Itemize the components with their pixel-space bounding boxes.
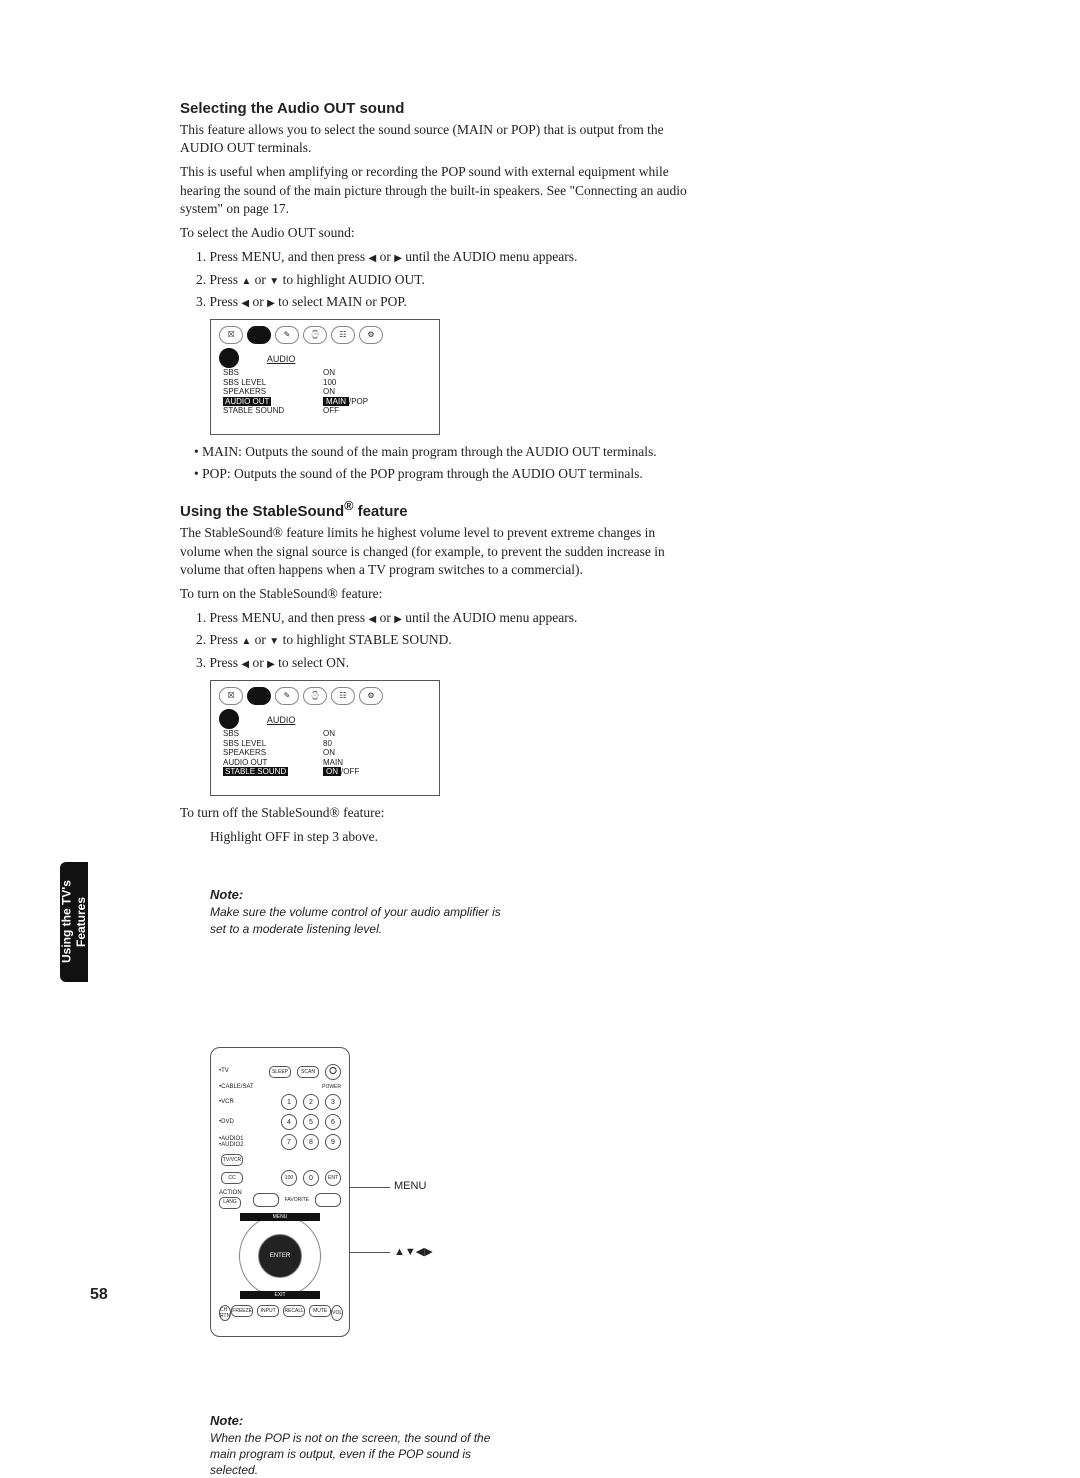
note1-title: Note: [210, 887, 510, 902]
section1-title: Selecting the Audio OUT sound [180, 100, 690, 117]
speaker-icon [219, 348, 239, 368]
tab-icon-active [247, 687, 271, 705]
section2-lead: To turn on the StableSound® feature: [180, 585, 690, 603]
tab-icon: ☒ [219, 326, 243, 344]
callout-arrows: ▲▼◀▶ [394, 1245, 433, 1258]
section2-p1: The StableSound® feature limits he highe… [180, 524, 690, 579]
note2-body: When the POP is not on the screen, the s… [210, 1430, 510, 1478]
tab-icon: ⌚ [303, 687, 327, 705]
osd-menu-1: ☒ ✎ ⌚ ☷ ⚙ AUDIO SBSON SBS LEVEL100 SPEAK… [210, 319, 440, 435]
section2-step2: 2. Press or to highlight STABLE SOUND. [180, 631, 690, 649]
tab-icon: ✎ [275, 326, 299, 344]
section2-off2: Highlight OFF in step 3 above. [180, 828, 690, 846]
tab-icon: ☒ [219, 687, 243, 705]
menu2-tabs: ☒ ✎ ⌚ ☷ ⚙ [219, 687, 431, 705]
tab-icon: ⚙ [359, 687, 383, 705]
menu1-tabs: ☒ ✎ ⌚ ☷ ⚙ [219, 326, 431, 344]
section1-step2: 2. Press or to highlight AUDIO OUT. [180, 271, 690, 289]
tab-icon: ☷ [331, 326, 355, 344]
section2-title: Using the StableSound® feature [180, 499, 690, 520]
remote-illustration: •TVSLEEPSCAN⭘ •CABLE/SATPOWER •VCR123 •D… [210, 1047, 510, 1337]
menu1-label: AUDIO [267, 354, 296, 364]
section1-step1: 1. Press MENU, and then press or until t… [180, 248, 690, 266]
osd-menu-2: ☒ ✎ ⌚ ☷ ⚙ AUDIO SBSON SBS LEVEL80 SPEAKE… [210, 680, 440, 796]
section1-bullet-main: • MAIN: Outputs the sound of the main pr… [180, 443, 690, 461]
section1-p1: This feature allows you to select the so… [180, 121, 690, 157]
note2-title: Note: [210, 1413, 510, 1428]
callout-menu: MENU [394, 1180, 426, 1192]
section1-lead: To select the Audio OUT sound: [180, 224, 690, 242]
tab-icon: ✎ [275, 687, 299, 705]
tab-icon: ☷ [331, 687, 355, 705]
section1-p2: This is useful when amplifying or record… [180, 163, 690, 218]
section1-bullet-pop: • POP: Outputs the sound of the POP prog… [180, 465, 690, 483]
note1-body: Make sure the volume control of your aud… [210, 904, 510, 936]
tab-icon-active [247, 326, 271, 344]
section2-off1: To turn off the StableSound® feature: [180, 804, 690, 822]
page-number: 58 [90, 1286, 108, 1304]
menu1-rows: SBSON SBS LEVEL100 SPEAKERSON AUDIO OUTM… [219, 368, 431, 416]
side-tab: Using the TV's Features [60, 862, 88, 982]
section2-step1: 1. Press MENU, and then press or until t… [180, 609, 690, 627]
dpad: MENU ENTER EXIT [239, 1215, 321, 1297]
tab-icon: ⚙ [359, 326, 383, 344]
tab-icon: ⌚ [303, 326, 327, 344]
menu2-label: AUDIO [267, 715, 296, 725]
section1-step3: 3. Press or to select MAIN or POP. [180, 293, 690, 311]
menu2-rows: SBSON SBS LEVEL80 SPEAKERSON AUDIO OUTMA… [219, 729, 431, 777]
section2-step3: 3. Press or to select ON. [180, 654, 690, 672]
speaker-icon [219, 709, 239, 729]
